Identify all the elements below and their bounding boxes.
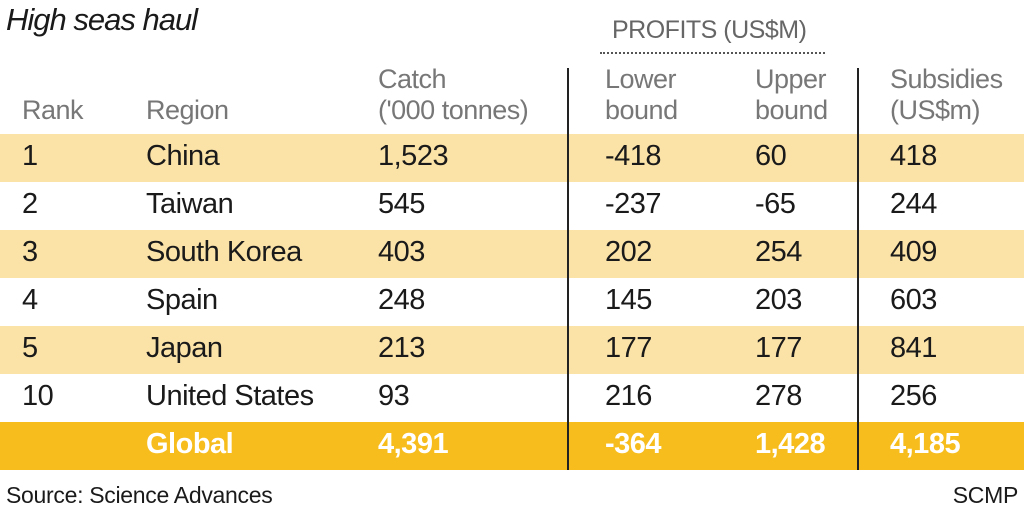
cell-catch: 1,523 bbox=[378, 140, 449, 172]
cell-upper: 177 bbox=[755, 332, 802, 364]
column-header-catch: Catch ('000 tonnes) bbox=[378, 64, 529, 126]
column-header-upper: Upper bound bbox=[755, 64, 828, 126]
cell-subsidies: 4,185 bbox=[890, 428, 961, 460]
cell-subsidies: 244 bbox=[890, 188, 937, 220]
column-header-line: Lower bbox=[605, 64, 677, 94]
cell-lower: -237 bbox=[605, 188, 662, 220]
cell-upper: 203 bbox=[755, 284, 802, 316]
total-row: Global 4,391 -364 1,428 4,185 bbox=[0, 422, 1024, 470]
cell-rank: 4 bbox=[22, 284, 38, 316]
profits-group-header: PROFITS (US$M) bbox=[612, 16, 807, 44]
column-header-line: Subsidies bbox=[890, 64, 1003, 94]
cell-subsidies: 418 bbox=[890, 140, 937, 172]
source-note: Source: Science Advances bbox=[6, 482, 273, 508]
cell-upper: 278 bbox=[755, 380, 802, 412]
column-header-line: bound bbox=[755, 95, 828, 125]
table-row: 2 Taiwan 545 -237 -65 244 bbox=[0, 182, 1024, 230]
cell-lower: 177 bbox=[605, 332, 652, 364]
cell-upper: -65 bbox=[755, 188, 796, 220]
table-row: 10 United States 93 216 278 256 bbox=[0, 374, 1024, 422]
column-header-line: Upper bbox=[755, 64, 827, 94]
credit: SCMP bbox=[952, 482, 1019, 508]
table-row: 3 South Korea 403 202 254 409 bbox=[0, 230, 1024, 278]
cell-subsidies: 256 bbox=[890, 380, 937, 412]
column-header-line: Rank bbox=[22, 95, 84, 125]
cell-catch: 213 bbox=[378, 332, 425, 364]
cell-lower: 202 bbox=[605, 236, 652, 268]
cell-rank: 1 bbox=[22, 140, 38, 172]
column-header-subsidies: Subsidies (US$m) bbox=[890, 64, 1003, 126]
cell-rank: 3 bbox=[22, 236, 38, 268]
cell-upper: 254 bbox=[755, 236, 802, 268]
column-header-line: Region bbox=[146, 95, 229, 125]
profits-dotted-rule bbox=[600, 52, 825, 54]
table-title: High seas haul bbox=[6, 2, 198, 37]
cell-rank: 2 bbox=[22, 188, 38, 220]
column-header-line: (US$m) bbox=[890, 95, 980, 125]
cell-region: China bbox=[146, 140, 220, 172]
cell-catch: 248 bbox=[378, 284, 425, 316]
divider-line bbox=[857, 68, 859, 470]
cell-rank: 5 bbox=[22, 332, 38, 364]
table-row: 4 Spain 248 145 203 603 bbox=[0, 278, 1024, 326]
cell-upper: 1,428 bbox=[755, 428, 826, 460]
column-header-line: ('000 tonnes) bbox=[378, 95, 529, 125]
column-header-line: bound bbox=[605, 95, 678, 125]
cell-upper: 60 bbox=[755, 140, 787, 172]
cell-lower: 216 bbox=[605, 380, 652, 412]
cell-catch: 4,391 bbox=[378, 428, 449, 460]
cell-lower: -418 bbox=[605, 140, 662, 172]
cell-catch: 93 bbox=[378, 380, 410, 412]
column-header-region: Region bbox=[146, 95, 229, 126]
cell-subsidies: 409 bbox=[890, 236, 937, 268]
column-header-lower: Lower bound bbox=[605, 64, 678, 126]
cell-region: South Korea bbox=[146, 236, 302, 268]
cell-rank: 10 bbox=[22, 380, 54, 412]
cell-catch: 403 bbox=[378, 236, 425, 268]
cell-region: Spain bbox=[146, 284, 218, 316]
table-row: 1 China 1,523 -418 60 418 bbox=[0, 134, 1024, 182]
cell-lower: 145 bbox=[605, 284, 652, 316]
cell-region: Japan bbox=[146, 332, 223, 364]
cell-region: Taiwan bbox=[146, 188, 234, 220]
cell-subsidies: 841 bbox=[890, 332, 937, 364]
divider-line bbox=[567, 68, 569, 470]
cell-subsidies: 603 bbox=[890, 284, 937, 316]
cell-region: Global bbox=[146, 428, 234, 460]
column-header-line: Catch bbox=[378, 64, 447, 94]
table-row: 5 Japan 213 177 177 841 bbox=[0, 326, 1024, 374]
cell-lower: -364 bbox=[605, 428, 662, 460]
column-header-rank: Rank bbox=[22, 95, 84, 126]
cell-catch: 545 bbox=[378, 188, 425, 220]
cell-region: United States bbox=[146, 380, 314, 412]
